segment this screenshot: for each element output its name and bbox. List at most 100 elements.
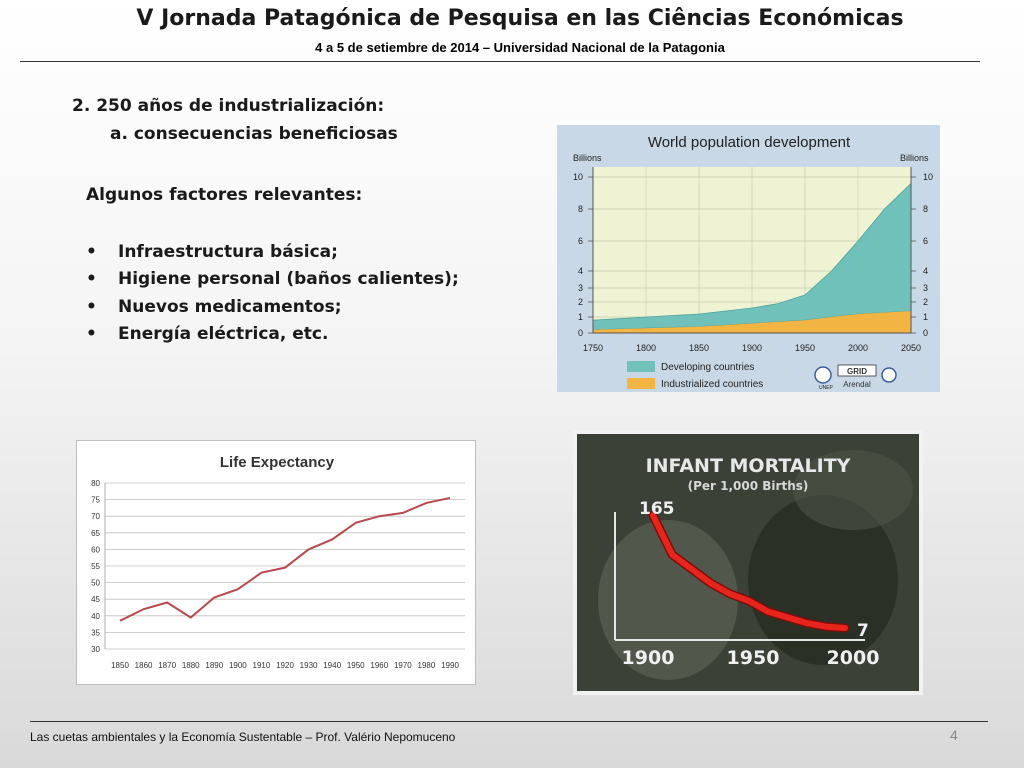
series-area-industrialized [593, 311, 911, 333]
y-tick-label: 45 [91, 595, 100, 604]
y-tick-label-left: 3 [578, 283, 583, 293]
list-item: • Higiene personal (baños calientes); [86, 266, 459, 294]
x-tick-label: 1800 [636, 343, 656, 353]
legend-label-industrialized: Industrialized countries [661, 379, 763, 390]
y-tick-label: 80 [91, 479, 100, 488]
bullet-icon: • [86, 269, 97, 290]
chart-subtitle: (Per 1,000 Births) [688, 479, 809, 493]
chart-title: INFANT MORTALITY [646, 455, 851, 477]
y-tick-label: 75 [91, 496, 100, 505]
y-tick-label-right: 2 [923, 297, 928, 307]
footer-text: Las cuetas ambientales y la Economía Sus… [30, 730, 456, 744]
logo-text-arendal: Arendal [843, 380, 871, 389]
chart-title: Life Expectancy [220, 454, 335, 471]
page-number: 4 [950, 727, 958, 743]
x-tick-label: 1870 [158, 661, 176, 670]
logo-text-grid: GRID [847, 367, 867, 376]
x-tick-label: 1900 [622, 647, 675, 669]
y-tick-label-right: 0 [923, 328, 928, 338]
data-label-end: 7 [857, 621, 869, 641]
y-tick-label-right: 4 [923, 266, 928, 276]
slide-title: V Jornada Patagónica de Pesquisa en las … [136, 6, 904, 31]
legend-swatch-developing [627, 361, 655, 372]
x-tick-label: 2000 [848, 343, 868, 353]
un-emblem-icon [881, 367, 897, 383]
x-tick-label: 1960 [370, 661, 388, 670]
bullet-icon: • [86, 324, 97, 345]
x-tick-label: 1910 [253, 661, 271, 670]
x-tick-label: 1920 [276, 661, 294, 670]
y-tick-label-right: 8 [923, 204, 928, 214]
x-tick-label: 1950 [795, 343, 815, 353]
list-item: • Energía eléctrica, etc. [86, 321, 459, 349]
infant-mortality-svg: INFANT MORTALITY (Per 1,000 Births) 165 7 19… [573, 430, 923, 695]
legend-label-developing: Developing countries [661, 362, 754, 373]
y-axis-label-left: Billions [573, 153, 602, 163]
bullet-icon: • [86, 241, 97, 262]
world-population-chart: World population development Billions Bill… [557, 125, 940, 392]
x-tick-label: 1880 [182, 661, 200, 670]
list-item: • Infraestructura básica; [86, 238, 459, 266]
world-population-svg: World population development Billions Bill… [573, 134, 933, 391]
x-tick-label: 1950 [727, 647, 780, 669]
x-tick-label: 1950 [347, 661, 365, 670]
life-expectancy-chart: Life Expectancy 30 35 40 45 50 55 60 65 70 75 80 185… [76, 440, 476, 685]
y-tick-label-left: 10 [573, 172, 583, 182]
infant-mortality-chart: INFANT MORTALITY (Per 1,000 Births) 165 7 19… [573, 430, 923, 695]
logo-text-unep: UNEP [819, 385, 834, 391]
factors-title: Algunos factores relevantes: [86, 185, 363, 205]
x-tick-label: 1850 [111, 661, 129, 670]
y-tick-label-left: 8 [578, 204, 583, 214]
grid-logo-box [837, 364, 877, 377]
y-tick-label-right: 1 [923, 312, 928, 322]
y-tick-label: 55 [91, 562, 100, 571]
list-item-text: Energía eléctrica, etc. [118, 324, 329, 345]
x-tick-label: 1930 [300, 661, 318, 670]
section-subheading: a. consecuencias beneficiosas [110, 124, 398, 144]
x-tick-label: 1970 [394, 661, 412, 670]
chart-title: World population development [648, 134, 851, 151]
y-tick-label-right: 6 [923, 236, 928, 246]
top-divider [20, 61, 980, 62]
x-tick-label: 1990 [441, 661, 459, 670]
x-tick-label: 1860 [135, 661, 153, 670]
photo-figure [793, 450, 913, 530]
data-label-start: 165 [639, 499, 675, 519]
x-tick-label: 1940 [323, 661, 341, 670]
legend-swatch-industrialized [627, 378, 655, 389]
slide-subtitle: 4 a 5 de setiembre de 2014 – Universidad… [315, 40, 725, 55]
y-tick-label-left: 0 [578, 328, 583, 338]
x-tick-label: 2050 [901, 343, 921, 353]
bottom-divider [30, 721, 988, 722]
x-tick-label: 1900 [742, 343, 762, 353]
x-tick-label: 2000 [827, 647, 880, 669]
factors-list: • Infraestructura básica; • Higiene person… [86, 238, 459, 348]
un-globe-icon [814, 366, 832, 384]
section-heading: 2. 250 años de industrialización: [72, 96, 385, 116]
y-tick-label-left: 4 [578, 266, 583, 276]
x-tick-label: 1900 [229, 661, 247, 670]
y-tick-label: 35 [91, 628, 100, 637]
y-tick-label: 30 [91, 645, 100, 654]
series-line [119, 496, 451, 622]
list-item: • Nuevos medicamentos; [86, 293, 459, 321]
y-tick-label-left: 1 [578, 312, 583, 322]
y-tick-label-left: 6 [578, 236, 583, 246]
y-tick-label: 65 [91, 529, 100, 538]
photo-figure [748, 495, 898, 665]
y-axis-label-right: Billions [900, 153, 929, 163]
y-tick-label: 40 [91, 612, 100, 621]
list-item-text: Nuevos medicamentos; [118, 296, 342, 317]
y-tick-label-left: 2 [578, 297, 583, 307]
x-tick-label: 1850 [689, 343, 709, 353]
x-tick-label: 1890 [205, 661, 223, 670]
bullet-icon: • [86, 296, 97, 317]
list-item-text: Higiene personal (baños calientes); [118, 269, 459, 290]
y-tick-label: 60 [91, 545, 100, 554]
list-item-text: Infraestructura básica; [118, 241, 338, 262]
life-expectancy-svg: Life Expectancy 30 35 40 45 50 55 60 65 70 75 80 185… [91, 454, 465, 670]
y-tick-label: 50 [91, 579, 100, 588]
x-tick-label: 1980 [418, 661, 436, 670]
y-tick-label-right: 3 [923, 283, 928, 293]
y-tick-label-right: 10 [923, 172, 933, 182]
